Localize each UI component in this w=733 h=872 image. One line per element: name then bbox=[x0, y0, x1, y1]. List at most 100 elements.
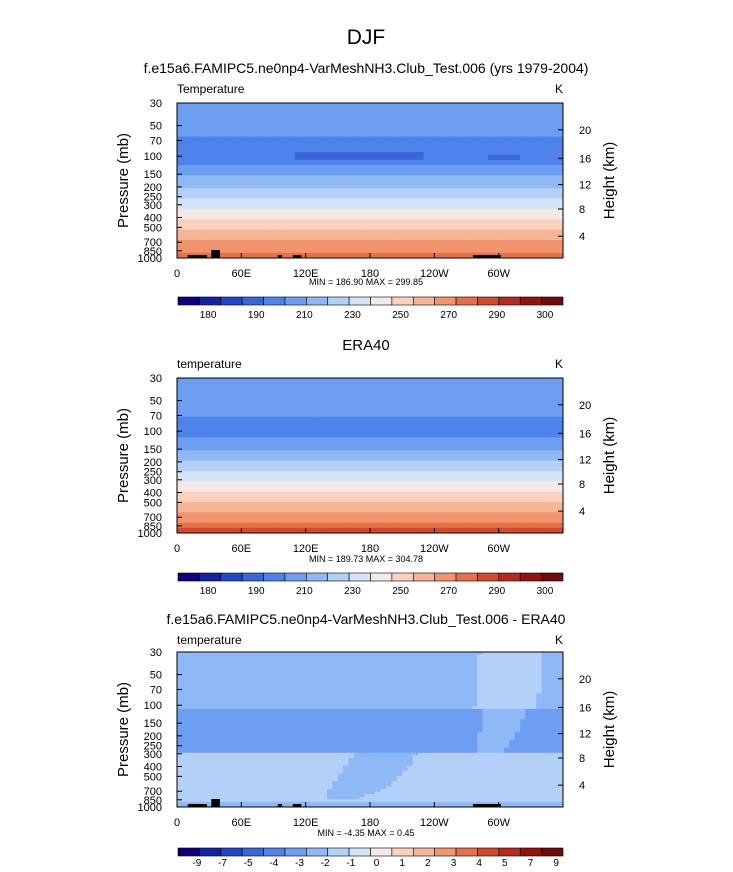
heatmap-cell bbox=[219, 149, 226, 153]
heatmap-cell bbox=[262, 232, 269, 236]
heatmap-cell bbox=[439, 239, 446, 243]
heatmap-cell bbox=[246, 211, 253, 215]
heatmap-cell bbox=[316, 185, 323, 189]
heatmap-cell bbox=[428, 203, 435, 207]
heatmap-cell bbox=[471, 239, 478, 243]
heatmap-cell bbox=[514, 250, 521, 254]
heatmap-cell bbox=[546, 219, 553, 223]
heatmap-cell bbox=[530, 198, 537, 202]
heatmap-cell bbox=[182, 108, 189, 112]
heatmap-cell bbox=[487, 185, 494, 189]
heatmap-cell bbox=[257, 118, 264, 122]
heatmap-cell bbox=[439, 103, 446, 106]
heatmap-cell bbox=[391, 203, 398, 207]
heatmap-cell bbox=[177, 167, 183, 171]
heatmap-cell bbox=[203, 134, 210, 137]
heatmap-cell bbox=[198, 190, 205, 194]
heatmap-cell bbox=[439, 196, 446, 199]
heatmap-cell bbox=[182, 149, 189, 153]
heatmap-cell bbox=[193, 229, 199, 233]
heatmap-cell bbox=[348, 237, 355, 241]
heatmap-cell bbox=[477, 229, 483, 233]
heatmap-cell bbox=[520, 103, 526, 106]
heatmap-cell bbox=[536, 159, 542, 163]
heatmap-cell bbox=[214, 221, 221, 225]
heatmap-cell bbox=[445, 232, 451, 236]
heatmap-cell bbox=[380, 227, 387, 230]
heatmap-cell bbox=[364, 250, 371, 254]
heatmap-cell bbox=[396, 165, 403, 168]
heatmap-cell bbox=[530, 152, 537, 156]
heatmap-cell bbox=[428, 234, 435, 238]
heatmap-cell bbox=[177, 245, 183, 249]
heatmap-cell bbox=[396, 170, 403, 174]
heatmap-cell bbox=[289, 157, 296, 161]
heatmap-cell bbox=[327, 134, 333, 137]
heatmap-cell bbox=[305, 126, 312, 130]
heatmap-cell bbox=[241, 216, 248, 220]
heatmap-cell bbox=[316, 385, 323, 389]
heatmap-cell bbox=[359, 227, 366, 230]
heatmap-cell bbox=[230, 193, 237, 197]
heatmap-cell bbox=[466, 396, 473, 400]
heatmap-cell bbox=[348, 121, 355, 125]
heatmap-cell bbox=[471, 157, 478, 161]
heatmap-cell bbox=[423, 121, 430, 125]
heatmap-cell bbox=[541, 152, 548, 156]
heatmap-cell bbox=[262, 154, 269, 158]
heatmap-cell bbox=[509, 245, 516, 249]
heatmap-cell bbox=[504, 214, 510, 218]
heatmap-cell bbox=[557, 121, 564, 125]
heatmap-cell bbox=[257, 198, 264, 202]
heatmap-cell bbox=[552, 227, 559, 230]
heatmap-cell bbox=[241, 385, 248, 389]
heatmap-cell bbox=[445, 131, 451, 135]
heatmap-cell bbox=[541, 255, 548, 259]
heatmap-cell bbox=[364, 214, 371, 218]
heatmap-cell bbox=[396, 393, 403, 397]
heatmap-cell bbox=[370, 123, 376, 127]
heatmap-cell bbox=[321, 108, 328, 112]
heatmap-cell bbox=[428, 115, 435, 119]
heatmap-cell bbox=[536, 154, 542, 158]
heatmap-cell bbox=[316, 170, 323, 174]
heatmap-cell bbox=[364, 239, 371, 243]
min-max-stats: MIN = 186.90 MAX = 299.85 bbox=[309, 277, 423, 287]
heatmap-cell bbox=[445, 252, 451, 256]
height-tick-label: 20 bbox=[579, 125, 591, 137]
heatmap-cell bbox=[525, 196, 532, 199]
heatmap-cell bbox=[337, 121, 344, 125]
heatmap-cell bbox=[294, 134, 301, 137]
heatmap-cell bbox=[380, 154, 387, 158]
heatmap-cell bbox=[541, 385, 548, 389]
heatmap-cell bbox=[386, 144, 392, 148]
heatmap-cell bbox=[477, 183, 483, 187]
heatmap-cell bbox=[546, 208, 553, 212]
chart-title: f.e15a6.FAMIPC5.ne0np4-VarMeshNH3.Club_T… bbox=[144, 60, 589, 76]
heatmap-cell bbox=[525, 383, 532, 387]
heatmap-cell bbox=[396, 211, 403, 215]
heatmap-cell bbox=[439, 149, 446, 153]
heatmap-cell bbox=[321, 121, 328, 125]
heatmap-cell bbox=[241, 139, 248, 143]
heatmap-cell bbox=[402, 108, 408, 112]
heatmap-cell bbox=[193, 214, 199, 218]
heatmap-cell bbox=[461, 131, 467, 135]
heatmap-cell bbox=[380, 123, 387, 127]
heatmap-cell bbox=[246, 146, 253, 150]
heatmap-cell bbox=[203, 206, 210, 210]
heatmap-cell bbox=[364, 247, 371, 251]
heatmap-cell bbox=[343, 255, 349, 259]
heatmap-cell bbox=[391, 396, 398, 400]
heatmap-cell bbox=[428, 255, 435, 259]
heatmap-cell bbox=[520, 136, 526, 140]
heatmap-cell bbox=[235, 196, 242, 199]
heatmap-cell bbox=[557, 170, 564, 174]
heatmap-cell bbox=[498, 216, 505, 220]
heatmap-cell bbox=[273, 154, 280, 158]
heatmap-cell bbox=[487, 180, 494, 184]
heatmap-cell bbox=[305, 250, 312, 254]
heatmap-cell bbox=[209, 170, 215, 174]
heatmap-cell bbox=[177, 378, 183, 381]
heatmap-cell bbox=[214, 118, 221, 122]
